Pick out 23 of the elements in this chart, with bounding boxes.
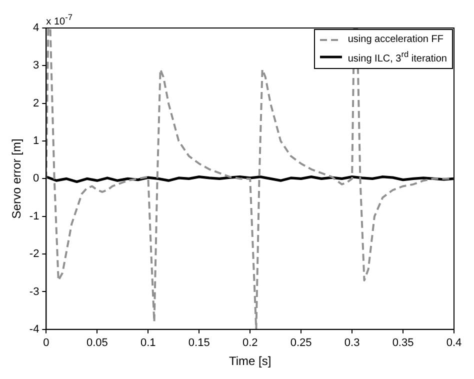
x-tick-label: 0.3 bbox=[344, 337, 360, 350]
y-tick-label: 0 bbox=[33, 172, 40, 185]
x-tick-label: 0.4 bbox=[446, 337, 462, 350]
y-tick-label: -1 bbox=[29, 210, 40, 222]
y-tick-label: -2 bbox=[29, 248, 40, 260]
x-tick-label: 0 bbox=[43, 337, 50, 350]
legend-label: using ILC, 3$^{rd}$ iteration bbox=[348, 48, 447, 66]
x-tick-label: 0.2 bbox=[242, 337, 258, 350]
x-axis-title: Time [s] bbox=[228, 354, 272, 368]
legend-label: using acceleration FF bbox=[348, 33, 444, 47]
x-tick-label: 0.1 bbox=[140, 337, 156, 350]
text: x 10$^{-7}$ bbox=[46, 12, 72, 28]
x-tick-label: 0.15 bbox=[188, 337, 210, 350]
y-tick-label: 2 bbox=[33, 97, 40, 110]
y-tick-label: 1 bbox=[33, 135, 40, 148]
y-axis-title: Servo error [m] bbox=[10, 138, 24, 219]
y-tick-label: -4 bbox=[29, 323, 40, 336]
x-tick-label: 0.25 bbox=[290, 337, 312, 350]
y-tick-label: 3 bbox=[33, 60, 40, 72]
x-tick-label: 0.05 bbox=[86, 337, 108, 350]
x-tick-label: 0.35 bbox=[392, 337, 414, 350]
y-tick-label: 4 bbox=[33, 22, 40, 34]
y-tick-label: -3 bbox=[29, 286, 40, 298]
